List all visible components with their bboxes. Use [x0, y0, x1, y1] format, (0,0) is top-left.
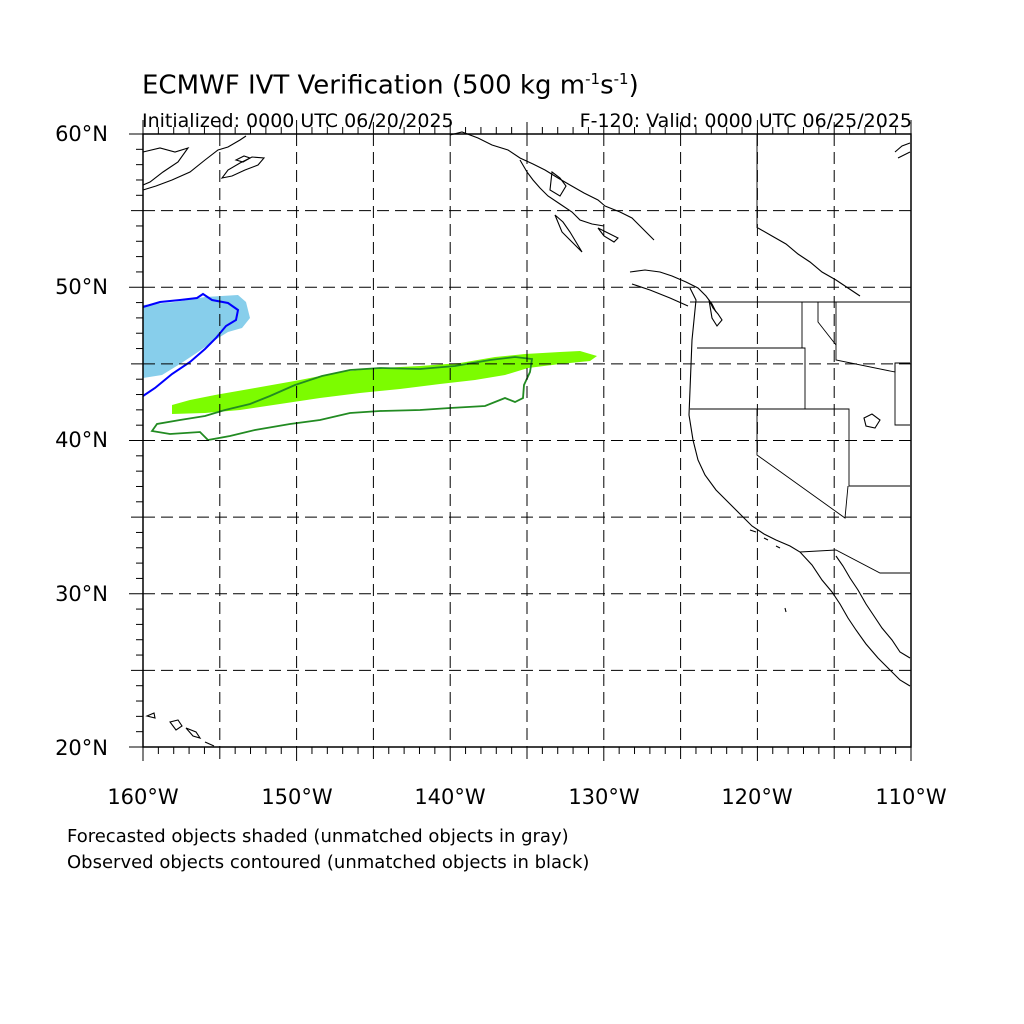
valid-time: F-120: Valid: 0000 UTC 06/25/2025	[579, 110, 912, 132]
lon-label-110w: 110°W	[875, 785, 947, 809]
lon-label-160w: 160°W	[107, 785, 179, 809]
lon-label-130w: 130°W	[568, 785, 640, 809]
lat-label-30n: 30°N	[55, 582, 108, 606]
legend-note-observed: Observed objects contoured (unmatched ob…	[67, 852, 590, 873]
lon-label-120w: 120°W	[721, 785, 793, 809]
graticule	[143, 134, 911, 747]
lat-label-40n: 40°N	[55, 428, 108, 452]
observed-object-blue	[142, 292, 240, 397]
coastlines	[142, 131, 911, 747]
state-borders	[690, 134, 910, 574]
map-title: ECMWF IVT Verification (500 kg m-1s-1)	[142, 70, 639, 101]
legend-note-forecast: Forecasted objects shaded (unmatched obj…	[67, 826, 569, 847]
forecast-object-blue	[143, 295, 250, 378]
axis-ticks	[129, 120, 912, 761]
lat-label-60n: 60°N	[55, 122, 108, 146]
lon-label-140w: 140°W	[414, 785, 486, 809]
lat-label-50n: 50°N	[55, 275, 108, 299]
lon-label-150w: 150°W	[261, 785, 333, 809]
lat-label-20n: 20°N	[55, 736, 108, 760]
forecast-object-green	[172, 351, 597, 414]
